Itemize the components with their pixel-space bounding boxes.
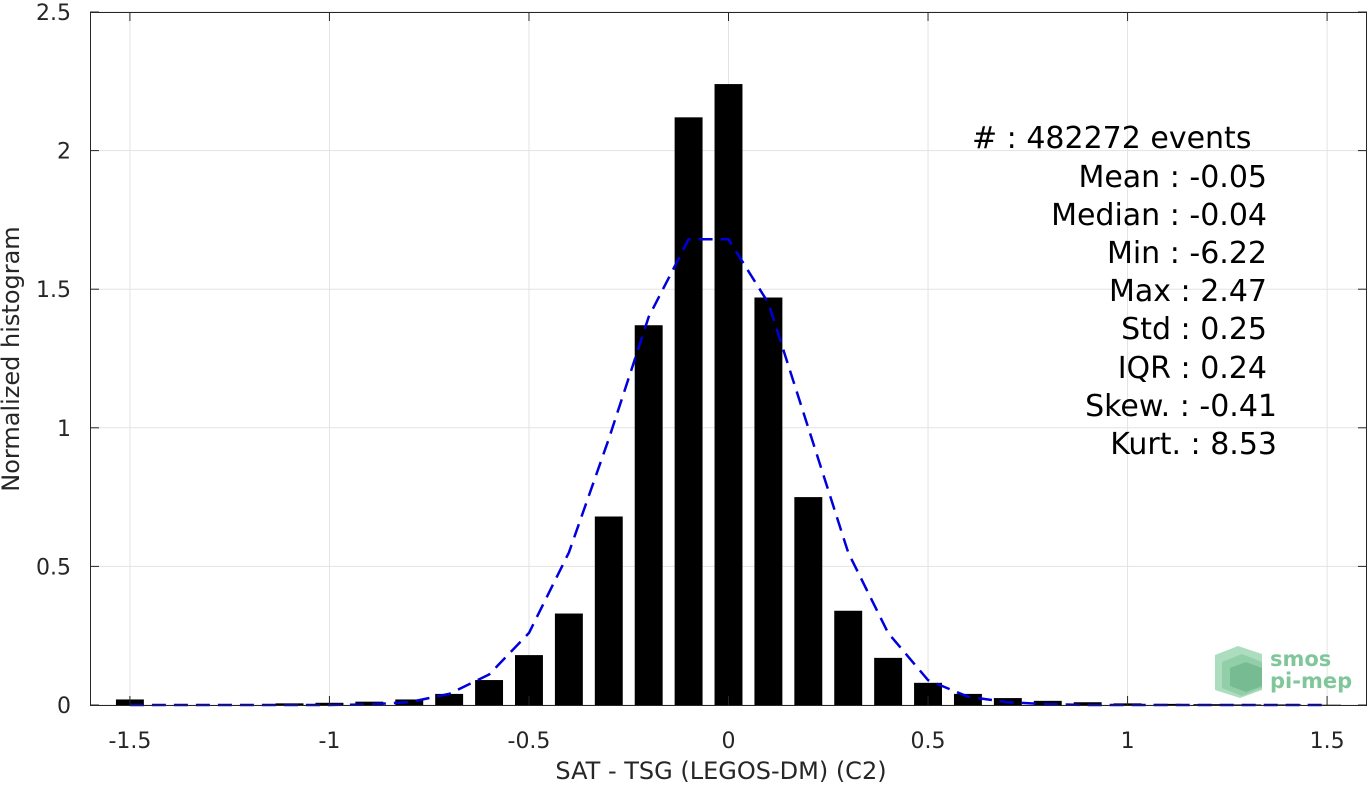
logo-text-pimep: pi-mep xyxy=(1270,669,1352,693)
histogram-bar-17 xyxy=(794,497,823,705)
y-tick-labels: 0 0.5 1 1.5 2 2.5 xyxy=(36,1,71,719)
x-axis-label: SAT - TSG (LEGOS-DM) (C2) xyxy=(555,757,886,785)
histogram-bar-7 xyxy=(395,699,424,705)
histogram-bar-6 xyxy=(355,701,384,705)
histogram-bar-11 xyxy=(554,613,583,705)
x-tick-label-2: -0.5 xyxy=(508,729,551,754)
histogram-bar-21 xyxy=(953,693,982,705)
y-tick-label-4: 2 xyxy=(57,140,71,165)
smos-pimep-logo: smos pi-mep xyxy=(1215,646,1352,698)
histogram-bar-24 xyxy=(1073,702,1102,705)
y-axis-label: Normalized histogram xyxy=(0,226,25,491)
x-tick-label-0: -1.5 xyxy=(108,729,151,754)
stat-iqr: IQR : 0.24 xyxy=(1118,351,1267,386)
y-tick-label-5: 2.5 xyxy=(36,1,71,26)
x-tick-label-5: 1 xyxy=(1121,729,1135,754)
stat-median: Median : -0.04 xyxy=(1051,198,1267,233)
histogram-bars xyxy=(115,84,1342,706)
stat-std: Std : 0.25 xyxy=(1121,312,1267,347)
x-tick-labels: -1.5 -1 -0.5 0 0.5 1 1.5 xyxy=(108,729,1344,754)
stat-events: # : 482272 events xyxy=(972,121,1251,156)
histogram-bar-23 xyxy=(1033,700,1062,705)
axis-ticks xyxy=(90,11,1367,706)
stat-kurtosis: Kurt. : 8.53 xyxy=(1110,427,1277,462)
histogram-bar-19 xyxy=(874,657,903,705)
stat-skewness: Skew. : -0.41 xyxy=(1085,389,1277,424)
y-tick-label-0: 0 xyxy=(57,694,71,719)
y-tick-label-1: 0.5 xyxy=(36,555,71,580)
histogram-bar-16 xyxy=(754,297,783,705)
histogram-bar-14 xyxy=(674,117,703,705)
histogram-bar-13 xyxy=(634,325,663,705)
logo-text-smos: smos xyxy=(1270,647,1331,671)
x-tick-label-1: -1 xyxy=(318,729,340,754)
histogram-bar-15 xyxy=(714,84,743,705)
histogram-bar-18 xyxy=(834,610,863,705)
x-tick-label-4: 0.5 xyxy=(911,729,946,754)
x-tick-label-3: 0 xyxy=(722,729,736,754)
histogram-bar-9 xyxy=(475,680,504,705)
statistics-annotation: # : 482272 events Mean : -0.05 Median : … xyxy=(972,121,1277,462)
stat-mean: Mean : -0.05 xyxy=(1078,160,1267,195)
logo-emblem-icon xyxy=(1215,646,1262,698)
x-tick-label-6: 1.5 xyxy=(1310,729,1345,754)
histogram-bar-8 xyxy=(435,693,464,705)
y-tick-label-3: 1.5 xyxy=(36,278,71,303)
histogram-bar-20 xyxy=(914,682,942,705)
stat-min: Min : -6.22 xyxy=(1107,236,1267,271)
stat-max: Max : 2.47 xyxy=(1109,274,1267,309)
histogram-bar-12 xyxy=(594,516,623,705)
y-tick-label-2: 1 xyxy=(57,417,71,442)
